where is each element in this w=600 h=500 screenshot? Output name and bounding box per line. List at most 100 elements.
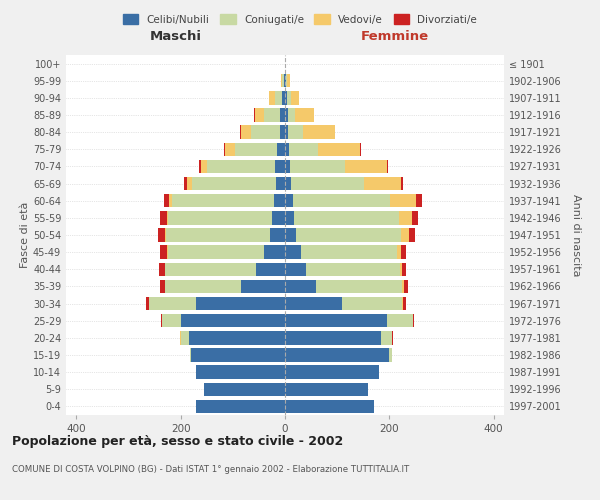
Bar (404, 280, 408, 293)
Bar (241, 126, 251, 139)
Bar (295, 108, 314, 122)
Bar (207, 160, 275, 173)
Bar (285, 160, 290, 173)
Bar (382, 331, 392, 344)
Bar (403, 280, 404, 293)
Bar (251, 126, 280, 139)
Bar (167, 246, 264, 259)
Bar (285, 194, 293, 207)
Bar (158, 228, 165, 241)
Bar (343, 297, 403, 310)
Bar (403, 262, 406, 276)
Bar (285, 314, 386, 328)
Bar (287, 91, 291, 104)
Bar (165, 262, 256, 276)
Text: Maschi: Maschi (149, 30, 202, 43)
Bar (291, 177, 364, 190)
Bar (291, 91, 299, 104)
Bar (264, 246, 285, 259)
Bar (165, 228, 166, 241)
Bar (285, 348, 389, 362)
Bar (400, 262, 403, 276)
Bar (397, 246, 401, 259)
Bar (290, 160, 345, 173)
Bar (287, 108, 295, 122)
Bar (275, 160, 285, 173)
Bar (160, 262, 164, 276)
Bar (188, 331, 285, 344)
Bar (285, 228, 296, 241)
Bar (204, 382, 285, 396)
Bar (184, 177, 187, 190)
Bar (272, 211, 285, 224)
Bar (169, 194, 172, 207)
Bar (275, 177, 285, 190)
Bar (191, 348, 285, 362)
Bar (303, 126, 335, 139)
Bar (167, 211, 272, 224)
Bar (192, 177, 275, 190)
Bar (286, 74, 287, 88)
Bar (166, 228, 271, 241)
Bar (225, 142, 235, 156)
Bar (398, 211, 412, 224)
Bar (274, 194, 285, 207)
Bar (401, 228, 409, 241)
Bar (235, 142, 277, 156)
Bar (165, 280, 241, 293)
Bar (196, 297, 285, 310)
Bar (199, 160, 200, 173)
Bar (287, 74, 290, 88)
Bar (401, 246, 406, 259)
Bar (403, 297, 406, 310)
Bar (285, 91, 287, 104)
Bar (401, 177, 403, 190)
Bar (293, 194, 390, 207)
Bar (164, 194, 169, 207)
Bar (163, 314, 181, 328)
Bar (256, 262, 285, 276)
Bar (285, 74, 286, 88)
Bar (285, 142, 289, 156)
Bar (255, 108, 264, 122)
Bar (181, 331, 188, 344)
Bar (390, 194, 416, 207)
Bar (280, 126, 285, 139)
Text: Popolazione per età, sesso e stato civile - 2002: Popolazione per età, sesso e stato civil… (12, 435, 343, 448)
Y-axis label: Fasce di età: Fasce di età (20, 202, 30, 268)
Text: Femmine: Femmine (361, 30, 428, 43)
Bar (271, 228, 285, 241)
Bar (359, 142, 361, 156)
Bar (160, 211, 167, 224)
Bar (287, 126, 303, 139)
Bar (280, 108, 285, 122)
Legend: Celibi/Nubili, Coniugati/e, Vedovi/e, Divorziati/e: Celibi/Nubili, Coniugati/e, Vedovi/e, Di… (119, 10, 481, 29)
Bar (281, 74, 283, 88)
Bar (190, 348, 191, 362)
Bar (160, 246, 167, 259)
Bar (285, 280, 316, 293)
Bar (283, 91, 285, 104)
Bar (264, 108, 280, 122)
Bar (283, 74, 284, 88)
Bar (416, 194, 422, 207)
Bar (285, 366, 379, 379)
Bar (295, 211, 398, 224)
Bar (285, 126, 287, 139)
Bar (364, 177, 401, 190)
Bar (146, 297, 149, 310)
Bar (285, 297, 343, 310)
Bar (285, 177, 291, 190)
Bar (284, 74, 285, 88)
Bar (275, 91, 283, 104)
Bar (187, 177, 192, 190)
Bar (386, 160, 388, 173)
Bar (285, 331, 382, 344)
Bar (316, 280, 403, 293)
Bar (345, 160, 386, 173)
Bar (285, 400, 374, 413)
Bar (196, 400, 285, 413)
Bar (285, 211, 295, 224)
Bar (306, 262, 400, 276)
Bar (301, 246, 397, 259)
